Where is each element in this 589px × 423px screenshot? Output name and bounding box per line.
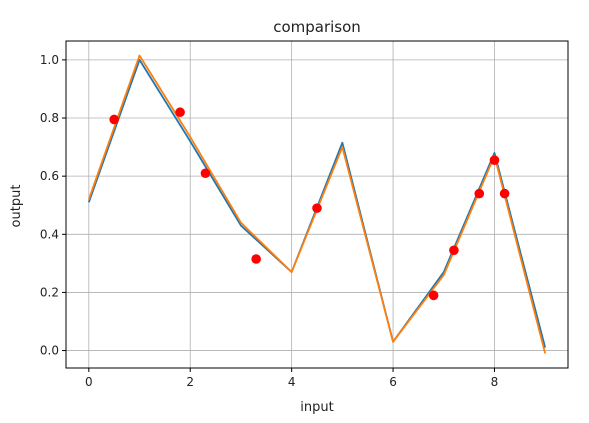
x-tick-label-3: 6 xyxy=(389,375,397,389)
scatter-point-4 xyxy=(312,203,322,213)
series-layer xyxy=(87,54,547,354)
scatter-point-8 xyxy=(489,155,500,165)
grid-lines xyxy=(66,41,568,368)
y-tick-label-2: 0.4 xyxy=(40,227,59,241)
y-tick-label-4: 0.8 xyxy=(40,111,59,125)
plot-area-frame xyxy=(65,40,569,369)
scatter-point-0 xyxy=(109,114,119,125)
axis-ticks: 0 2 4 6 8 0.0 0.2 0.4 0.6 0.8 1.0 xyxy=(40,53,498,389)
scatter-point-2 xyxy=(200,168,211,179)
scatter-point-7 xyxy=(474,188,485,199)
scatter-point-3 xyxy=(251,254,261,264)
x-axis-label: input xyxy=(300,400,333,415)
y-tick-label-5: 1.0 xyxy=(40,53,59,67)
x-tick-label-2: 4 xyxy=(288,375,296,389)
y-tick-label-0: 0.0 xyxy=(40,344,59,358)
y-tick-label-1: 0.2 xyxy=(40,285,59,299)
scatter-point-5 xyxy=(428,290,439,301)
y-tick-label-3: 0.6 xyxy=(40,169,59,183)
scatter-point-9 xyxy=(499,188,510,199)
y-axis-label: output xyxy=(9,185,24,228)
x-tick-label-1: 2 xyxy=(186,375,194,389)
x-tick-label-4: 8 xyxy=(491,375,499,389)
scatter-point-1 xyxy=(175,107,185,118)
chart-title: comparison xyxy=(273,18,361,36)
x-tick-label-0: 0 xyxy=(85,375,93,389)
scatter-point-6 xyxy=(449,245,459,256)
